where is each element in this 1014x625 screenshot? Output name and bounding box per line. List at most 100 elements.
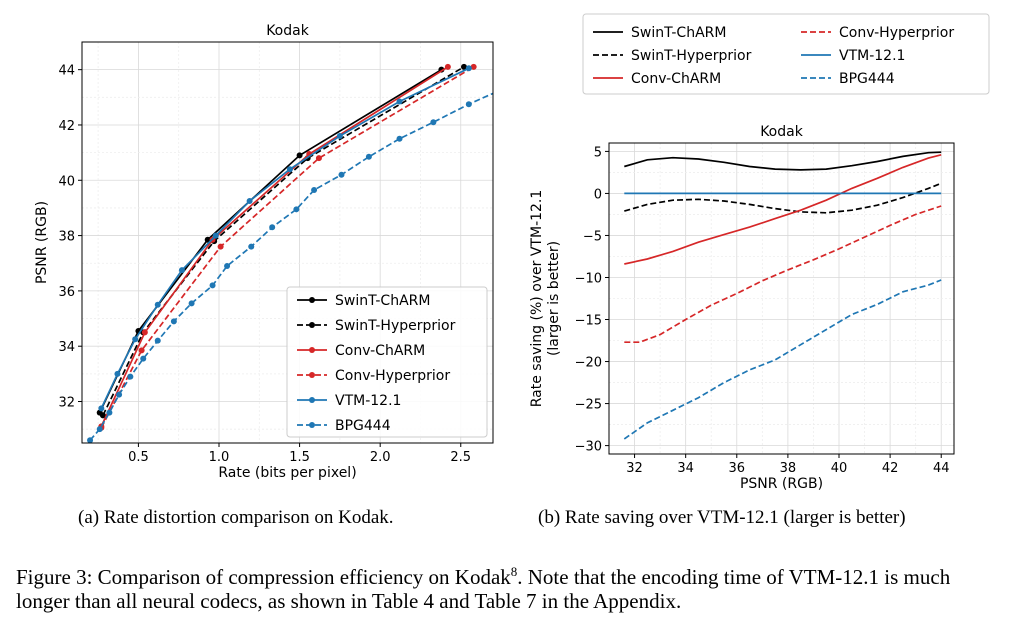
data-point: [87, 437, 94, 443]
data-point: [141, 329, 148, 336]
data-point: [106, 409, 113, 416]
legend-marker: [309, 322, 315, 328]
data-point: [170, 318, 177, 325]
y-tick-label: 32: [58, 396, 75, 411]
data-point: [99, 412, 106, 419]
legend-entry-conv-hyperprior: Conv-Hyperprior: [297, 368, 450, 384]
data-point: [116, 391, 123, 398]
footnote-mark: 8: [510, 564, 518, 579]
data-point: [430, 119, 437, 126]
data-point: [154, 301, 161, 308]
plot-frame: [81, 41, 494, 444]
legend-entry-conv-charm: Conv-ChARM: [297, 343, 425, 359]
x-axis-label: Rate (bits per pixel): [218, 465, 356, 481]
y-tick-label: 38: [58, 230, 75, 245]
data-point: [212, 232, 219, 239]
data-point: [444, 63, 451, 70]
y-tick-label: 44: [58, 64, 75, 79]
series-line: [624, 153, 942, 265]
legend-marker: [309, 422, 315, 428]
y-tick-label: −30: [575, 440, 602, 455]
data-point: [224, 263, 231, 270]
legend-label: Conv-ChARM: [335, 343, 425, 359]
legend-label: Conv-ChARM: [631, 71, 721, 87]
series-line: [624, 151, 942, 171]
data-point: [132, 336, 139, 343]
legend-box: [286, 286, 488, 438]
legend-marker: [309, 347, 315, 353]
legend-label: BPG444: [839, 71, 895, 87]
data-point: [311, 186, 318, 193]
legend-entry-swint-hyperprior: SwinT-Hyperprior: [297, 318, 456, 334]
data-point: [336, 133, 343, 140]
data-point: [178, 267, 185, 274]
series-bpg444: [87, 92, 493, 443]
data-point: [396, 98, 403, 105]
series-conv-charm: [624, 153, 942, 265]
legend-entry-vtm-12-1: VTM-12.1: [297, 393, 401, 409]
y-tick-label: −15: [575, 314, 602, 329]
figure-caption-prefix: Figure 3: Comparison of compression effi…: [16, 565, 511, 589]
y-tick-label: 42: [58, 119, 75, 134]
data-point: [140, 355, 147, 362]
legend-entry-bpg444: BPG444: [801, 71, 895, 87]
y-axis-label-line2: (larger is better): [546, 241, 562, 356]
series-swint-hyperprior: [624, 182, 942, 214]
series-swint-charm: [624, 151, 942, 171]
data-point: [470, 63, 477, 70]
y-tick-label: −5: [583, 229, 602, 244]
data-point: [365, 153, 372, 160]
rate-distortion-chart: 0.5 1.0 1.5 2.0 2.5 32 34 36 38 40 42 44 Kodak Rate (…: [34, 23, 494, 481]
legend-label: VTM-12.1: [839, 48, 905, 64]
y-tick-label: 5: [594, 145, 602, 160]
x-tick-label: 44: [933, 461, 950, 476]
legend-entry-conv-hyperprior: Conv-Hyperprior: [801, 25, 954, 41]
x-tick-label: 38: [780, 461, 797, 476]
data-point: [217, 243, 224, 250]
x-tick-label: 1.0: [209, 450, 230, 465]
y-tick-label: −25: [575, 398, 602, 413]
data-point: [209, 282, 216, 289]
x-tick-label: 36: [729, 461, 746, 476]
y-tick-label: 0: [594, 187, 602, 202]
legend-marker: [309, 297, 315, 303]
plot-frame: [608, 142, 955, 455]
data-point: [286, 166, 293, 173]
series-bpg444: [623, 279, 942, 440]
data-point: [246, 198, 253, 205]
data-point: [460, 63, 467, 70]
chart-title: Kodak: [760, 124, 804, 140]
legend-entry-swint-charm: SwinT-ChARM: [297, 293, 430, 309]
subfigure-caption-a: (a) Rate distortion comparison on Kodak.: [78, 507, 394, 528]
x-tick-label: 2.5: [450, 450, 471, 465]
rate-distortion-legend: SwinT-ChARM SwinT-Hyperprior Conv-ChARM Con…: [286, 286, 488, 438]
x-tick-label: 34: [677, 461, 694, 476]
y-tick-label: 34: [58, 340, 75, 355]
legend-marker: [309, 372, 315, 378]
legend-marker: [309, 397, 315, 403]
chart-title: Kodak: [266, 23, 310, 39]
x-axis-label: PSNR (RGB): [740, 476, 823, 492]
data-point: [269, 224, 276, 231]
legend-label: Conv-Hyperprior: [839, 25, 954, 41]
legend-label: VTM-12.1: [335, 393, 401, 409]
legend-entry-conv-charm: Conv-ChARM: [593, 71, 721, 87]
data-point: [248, 243, 255, 250]
figure-canvas: 0.5 1.0 1.5 2.0 2.5 32 34 36 38 40 42 44 Kodak Rate (…: [34, 13, 990, 492]
data-point: [154, 337, 161, 344]
legend-label: BPG444: [335, 418, 391, 434]
data-point: [138, 347, 145, 354]
y-tick-label: −10: [575, 271, 602, 286]
legend-entry-swint-charm: SwinT-ChARM: [593, 25, 726, 41]
x-tick-label: 42: [882, 461, 899, 476]
y-axis-label: Rate saving (%) over VTM-12.1: [529, 190, 545, 408]
series-conv-hyperprior: [624, 205, 942, 344]
y-tick-label: 36: [58, 285, 75, 300]
legend-label: SwinT-ChARM: [631, 25, 726, 41]
series-line: [624, 182, 942, 214]
x-tick-label: 40: [831, 461, 848, 476]
data-point: [127, 373, 134, 380]
x-tick-label: 0.5: [128, 450, 149, 465]
data-point: [188, 300, 195, 307]
figure-caption: Figure 3: Comparison of compression effi…: [16, 560, 1006, 613]
